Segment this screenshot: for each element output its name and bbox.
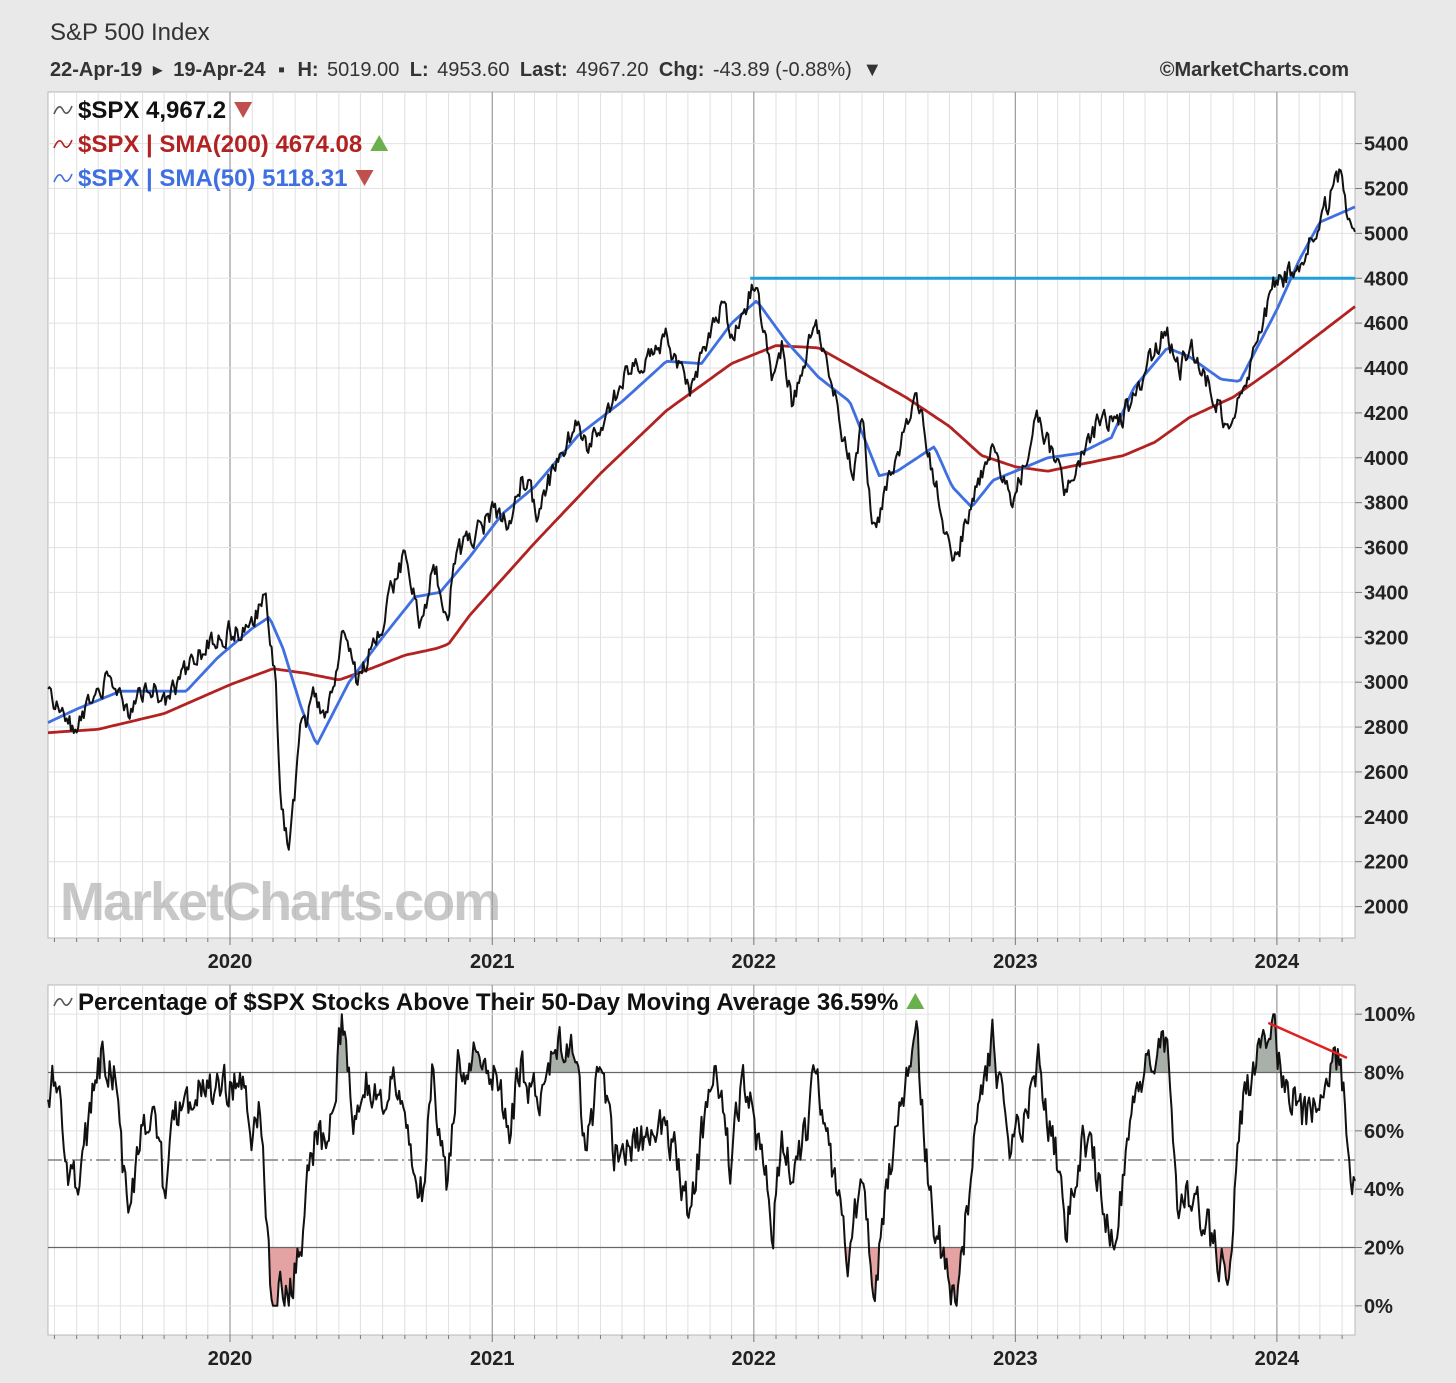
low-value: 4953.60 (437, 59, 509, 81)
x-tick-label: 2022 (732, 951, 777, 973)
y-tick-label: 100% (1364, 1004, 1415, 1026)
bullet-separator: ▪ (278, 59, 285, 81)
legend-label: $SPX | SMA(50) 5118.31 (78, 165, 348, 192)
y-tick-label: 2000 (1364, 897, 1409, 919)
x-tick-label: 2021 (470, 1348, 515, 1370)
low-label: L: (410, 59, 429, 81)
y-tick-label: 80% (1364, 1063, 1404, 1085)
plot-area (47, 91, 1356, 939)
y-tick-label: 5000 (1364, 223, 1409, 245)
date-end: 19-Apr-24 (173, 59, 266, 81)
y-tick-label: 4200 (1364, 403, 1409, 425)
y-tick-label: 3600 (1364, 538, 1409, 560)
down-arrow-icon: ▼ (862, 59, 882, 81)
y-tick-label: 2400 (1364, 807, 1409, 829)
date-range-arrow: ▸ (153, 59, 163, 81)
y-tick-label: 20% (1364, 1238, 1404, 1260)
y-tick-label: 2200 (1364, 852, 1409, 874)
x-tick-label: 2024 (1255, 951, 1300, 973)
y-tick-label: 4800 (1364, 268, 1409, 290)
y-tick-label: 0% (1364, 1296, 1393, 1318)
down-arrow-icon (234, 102, 253, 118)
breadth-panel: 100% 80% 60% 40% 20% 0% 2020 2021 2022 2023 2024 Pe… (47, 984, 1415, 1370)
chart-title: S&P 500 Index (50, 19, 210, 46)
chg-label: Chg: (659, 59, 705, 81)
spx-price-line (47, 168, 1356, 851)
legend-line-icon (53, 997, 73, 1007)
x-tick-label: 2022 (732, 1348, 777, 1370)
legend-label: Percentage of $SPX Stocks Above Their 50… (78, 989, 898, 1016)
down-arrow-icon (355, 170, 374, 186)
y-tick-label: 5400 (1364, 134, 1409, 156)
header-info-line: 22-Apr-19 ▸ 19-Apr-24 ▪ H: 5019.00 L: 49… (50, 59, 882, 81)
trendline (1267, 1021, 1348, 1060)
x-tick-label: 2023 (993, 951, 1038, 973)
y-tick-label: 2800 (1364, 717, 1409, 739)
up-arrow-icon (370, 135, 389, 151)
x-tick-label: 2020 (208, 1348, 253, 1370)
y-tick-label: 2600 (1364, 762, 1409, 784)
high-label: H: (297, 59, 318, 81)
high-value: 5019.00 (327, 59, 399, 81)
x-tick-label: 2021 (470, 951, 515, 973)
price-panel: 5400 5200 5000 4800 4600 4400 4200 4000 3800 3600… (47, 91, 1409, 973)
watermark: MarketCharts.com (60, 872, 499, 932)
up-arrow-icon (906, 993, 925, 1009)
y-tick-label: 4600 (1364, 313, 1409, 335)
y-tick-label: 5200 (1364, 178, 1409, 200)
date-start: 22-Apr-19 (50, 59, 142, 81)
y-tick-label: 60% (1364, 1121, 1404, 1143)
sma200-line (47, 305, 1356, 735)
x-tick-label: 2024 (1255, 1348, 1300, 1370)
x-tick-label: 2020 (208, 951, 253, 973)
oversold-fill (48, 1247, 1355, 1306)
y-tick-label: 3400 (1364, 582, 1409, 604)
y-tick-label: 4000 (1364, 448, 1409, 470)
x-tick-label: 2023 (993, 1348, 1038, 1370)
y-tick-label: 3800 (1364, 493, 1409, 515)
legend-line-icon (53, 105, 73, 115)
last-value: 4967.20 (576, 59, 648, 81)
y-tick-label: 3200 (1364, 627, 1409, 649)
chg-value: -43.89 (-0.88%) (713, 59, 852, 81)
legend-line-icon (53, 173, 73, 183)
y-tick-label: 40% (1364, 1179, 1404, 1201)
last-label: Last: (520, 59, 568, 81)
copyright: ©MarketCharts.com (1160, 59, 1349, 81)
y-tick-label: 4400 (1364, 358, 1409, 380)
legend-line-icon (53, 139, 73, 149)
breadth-line (47, 1013, 1356, 1307)
legend-label: $SPX | SMA(200) 4674.08 (78, 131, 362, 158)
y-tick-label: 3000 (1364, 672, 1409, 694)
legend-label: $SPX 4,967.2 (78, 97, 226, 124)
